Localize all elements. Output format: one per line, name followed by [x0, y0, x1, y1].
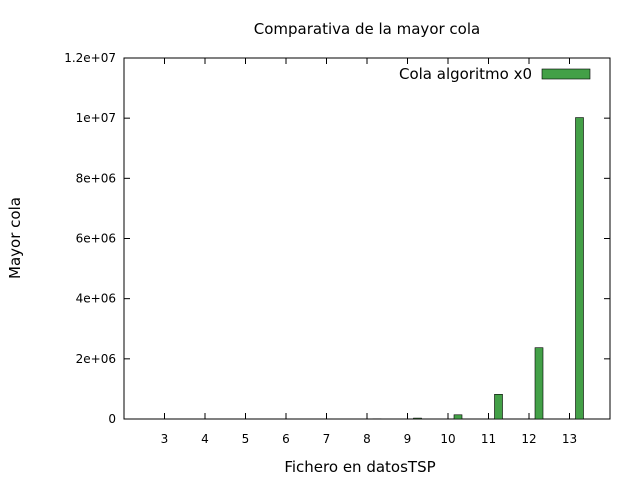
y-tick-label: 1e+07: [76, 111, 116, 125]
bar-series: [170, 117, 584, 420]
chart-title: Comparativa de la mayor cola: [254, 20, 480, 38]
bar: [534, 347, 544, 420]
x-tick-label: 9: [404, 432, 412, 446]
x-axis: 3 4 5 6 7 8 9 10 11 12 13: [161, 58, 577, 446]
bar: [575, 117, 584, 420]
y-tick-label: 2e+06: [76, 352, 116, 366]
x-axis-title: Fichero en datosTSP: [284, 458, 435, 476]
bar: [494, 394, 503, 420]
x-tick-label: 7: [323, 432, 331, 446]
x-tick-label: 6: [282, 432, 290, 446]
y-tick-label: 0: [108, 412, 116, 426]
y-tick-label: 1.2e+07: [64, 51, 116, 65]
legend: Cola algoritmo x0: [399, 65, 591, 83]
x-tick-label: 4: [201, 432, 209, 446]
bar: [453, 414, 463, 420]
legend-swatch: [541, 68, 591, 80]
x-tick-label: 5: [242, 432, 250, 446]
x-tick-label: 8: [363, 432, 371, 446]
y-axis-title: Mayor cola: [6, 197, 24, 279]
y-axis: 0 2e+06 4e+06 6e+06 8e+06 1e+07 1.2e+07: [64, 51, 610, 426]
legend-label: Cola algoritmo x0: [399, 65, 532, 83]
y-tick-label: 6e+06: [76, 232, 116, 246]
x-tick-label: 12: [521, 432, 536, 446]
bar: [413, 417, 422, 420]
x-tick-label: 10: [440, 432, 455, 446]
y-tick-label: 4e+06: [76, 292, 116, 306]
y-tick-label: 8e+06: [76, 171, 116, 185]
x-tick-label: 13: [562, 432, 577, 446]
x-tick-label: 3: [161, 432, 169, 446]
x-tick-label: 11: [481, 432, 496, 446]
